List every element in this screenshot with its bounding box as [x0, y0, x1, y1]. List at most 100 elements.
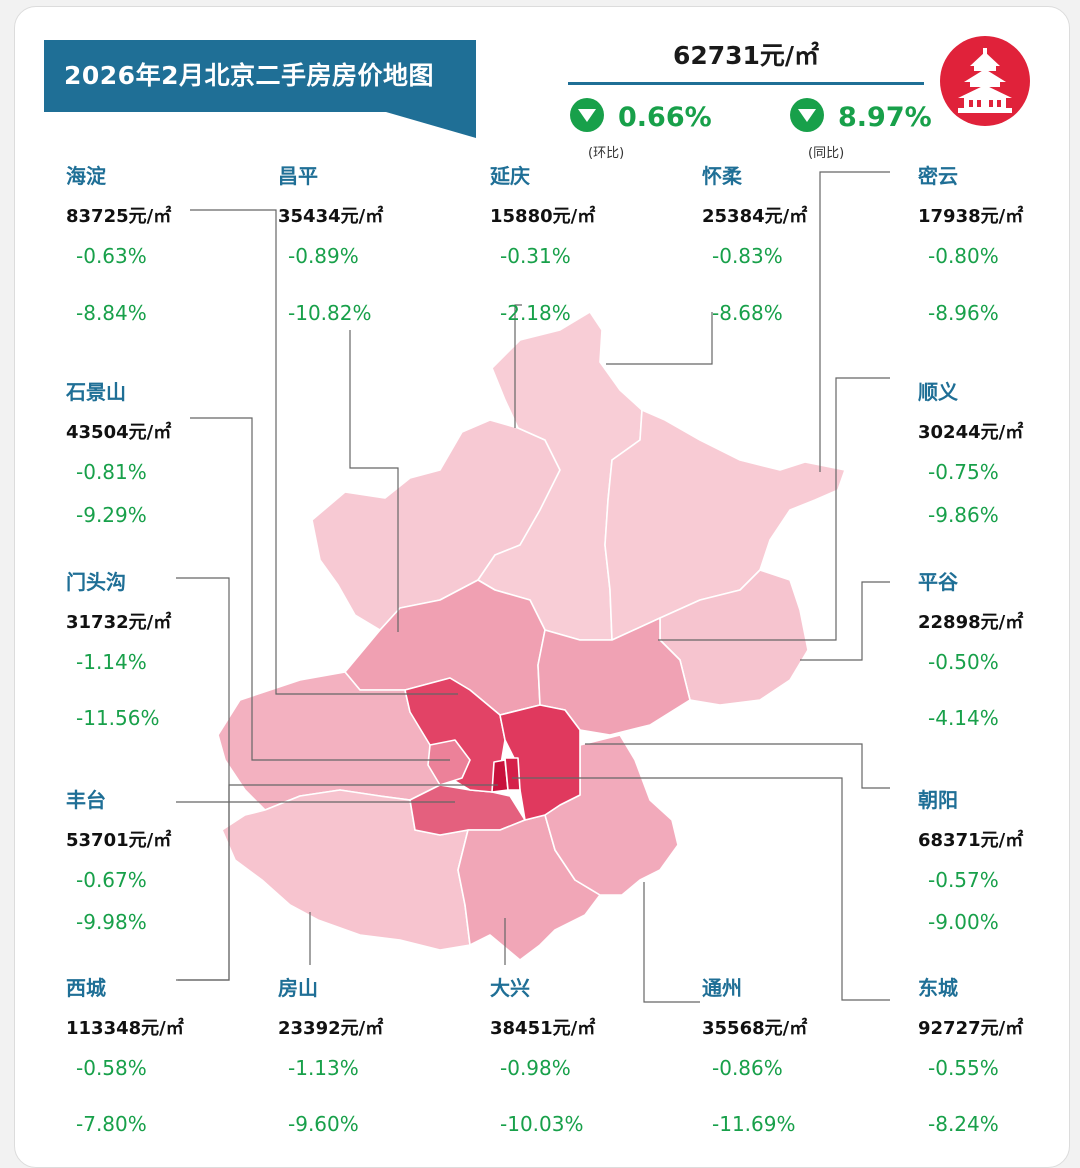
district-mom: -0.31%	[500, 244, 571, 268]
leader-line-dongcheng	[512, 777, 890, 1001]
district-yoy: -11.69%	[712, 1112, 796, 1136]
district-mom: -0.63%	[76, 244, 147, 268]
page-title: 2026年2月北京二手房房价地图	[44, 40, 476, 112]
district-dongcheng: 东城 92727元/㎡ -0.55% -8.24%	[918, 972, 1080, 1142]
district-yoy: -9.98%	[76, 910, 147, 934]
district-mom: -0.55%	[928, 1056, 999, 1080]
district-price: 17938元/㎡	[918, 206, 1024, 227]
district-huairou: 怀柔 25384元/㎡ -0.83% -8.68%	[702, 160, 892, 330]
leader-line-shijingshan	[190, 417, 450, 761]
district-name: 通州	[702, 976, 742, 1000]
leader-line-yanqing	[514, 304, 522, 428]
district-name: 海淀	[66, 164, 106, 188]
yoy-change-value: 8.97%	[838, 102, 932, 133]
district-name: 朝阳	[918, 788, 958, 812]
district-price: 113348元/㎡	[66, 1018, 184, 1039]
district-name: 房山	[278, 976, 318, 1000]
district-name: 西城	[66, 976, 106, 1000]
district-name: 东城	[918, 976, 958, 1000]
yoy-label: (同比)	[808, 146, 845, 161]
district-yanqing: 延庆 15880元/㎡ -0.31% -2.18%	[490, 160, 680, 330]
district-yoy: -9.60%	[288, 1112, 359, 1136]
leader-line-changping	[349, 330, 399, 632]
district-mom: -0.89%	[288, 244, 359, 268]
title-banner-tab	[386, 112, 476, 138]
district-name: 石景山	[66, 380, 126, 404]
district-yoy: -10.82%	[288, 301, 372, 325]
map-region-shijingshan	[427, 739, 471, 786]
district-mom: -1.14%	[76, 650, 147, 674]
summary-divider	[568, 82, 924, 85]
leader-line-xicheng	[176, 784, 498, 981]
district-name: 门头沟	[66, 570, 126, 594]
district-price: 25384元/㎡	[702, 206, 808, 227]
district-name: 大兴	[490, 976, 530, 1000]
district-yoy: -2.18%	[500, 301, 571, 325]
map-region-dongcheng	[504, 757, 521, 791]
district-name: 平谷	[918, 570, 958, 594]
district-yoy: -10.03%	[500, 1112, 584, 1136]
district-yoy: -7.80%	[76, 1112, 147, 1136]
district-mom: -0.75%	[928, 460, 999, 484]
district-name: 顺义	[918, 380, 958, 404]
district-yoy: -8.68%	[712, 301, 783, 325]
district-price: 43504元/㎡	[66, 422, 172, 443]
down-arrow-icon	[790, 98, 824, 132]
mom-change-value: 0.66%	[618, 102, 712, 133]
district-mentougou: 门头沟 31732元/㎡ -1.14% -11.56%	[66, 566, 256, 736]
district-yoy: -8.24%	[928, 1112, 999, 1136]
leader-line-huairou	[606, 312, 713, 365]
district-haidian: 海淀 83725元/㎡ -0.63% -8.84%	[66, 160, 256, 330]
district-price: 38451元/㎡	[490, 1018, 596, 1039]
district-price: 31732元/㎡	[66, 612, 172, 633]
district-price: 92727元/㎡	[918, 1018, 1024, 1039]
district-mom: -0.67%	[76, 868, 147, 892]
district-miyun: 密云 17938元/㎡ -0.80% -8.96%	[918, 160, 1080, 330]
district-mom: -0.58%	[76, 1056, 147, 1080]
district-mom: -0.83%	[712, 244, 783, 268]
leader-line-tongzhou	[643, 882, 700, 1003]
district-price: 22898元/㎡	[918, 612, 1024, 633]
district-price: 68371元/㎡	[918, 830, 1024, 851]
district-name: 怀柔	[702, 164, 742, 188]
map-region-miyun	[604, 409, 846, 641]
district-name: 昌平	[278, 164, 318, 188]
down-arrow-icon	[570, 98, 604, 132]
district-name: 丰台	[66, 788, 106, 812]
district-chaoyang: 朝阳 68371元/㎡ -0.57% -9.00%	[918, 784, 1080, 934]
yoy-change: 8.97%	[790, 98, 932, 133]
district-fengtai: 丰台 53701元/㎡ -0.67% -9.98%	[66, 784, 256, 934]
district-price: 15880元/㎡	[490, 206, 596, 227]
district-yoy: -9.29%	[76, 503, 147, 527]
district-changping: 昌平 35434元/㎡ -0.89% -10.82%	[278, 160, 468, 330]
district-price: 53701元/㎡	[66, 830, 172, 851]
district-price: 23392元/㎡	[278, 1018, 384, 1039]
district-tongzhou: 通州 35568元/㎡ -0.86% -11.69%	[702, 972, 892, 1142]
district-mom: -0.80%	[928, 244, 999, 268]
district-mom: -0.57%	[928, 868, 999, 892]
district-shunyi: 顺义 30244元/㎡ -0.75% -9.86%	[918, 376, 1080, 527]
district-yoy: -8.84%	[76, 301, 147, 325]
district-mom: -0.50%	[928, 650, 999, 674]
city-average-price: 62731元/㎡	[672, 41, 820, 70]
beijing-district-map	[176, 171, 890, 1003]
district-yoy: -9.86%	[928, 503, 999, 527]
district-yoy: -8.96%	[928, 301, 999, 325]
district-name: 密云	[918, 164, 958, 188]
mom-change: 0.66%	[570, 98, 712, 133]
district-yoy: -4.14%	[928, 706, 999, 730]
leader-line-chaoyang	[585, 743, 890, 789]
leader-line-miyun	[819, 171, 890, 472]
district-fangshan: 房山 23392元/㎡ -1.13% -9.60%	[278, 972, 468, 1142]
leader-line-haidian	[190, 209, 458, 695]
leader-line-shunyi	[658, 377, 890, 641]
district-name: 延庆	[490, 164, 530, 188]
district-yoy: -11.56%	[76, 706, 160, 730]
district-shijingshan: 石景山 43504元/㎡ -0.81% -9.29%	[66, 376, 256, 527]
district-price: 30244元/㎡	[918, 422, 1024, 443]
district-mom: -0.86%	[712, 1056, 783, 1080]
district-daxing: 大兴 38451元/㎡ -0.98% -10.03%	[490, 972, 680, 1142]
district-mom: -0.98%	[500, 1056, 571, 1080]
district-price: 83725元/㎡	[66, 206, 172, 227]
district-yoy: -9.00%	[928, 910, 999, 934]
